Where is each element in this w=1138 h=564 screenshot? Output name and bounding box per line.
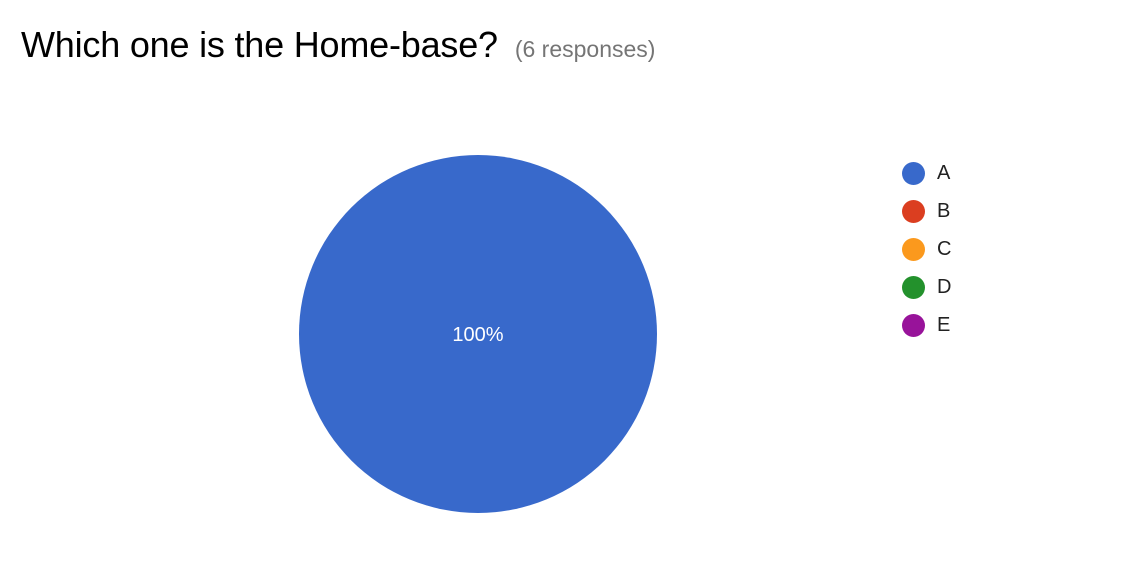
pie-data-label-a: 100% xyxy=(452,324,503,346)
legend-item-b: B xyxy=(902,192,951,230)
pie-slices xyxy=(299,155,657,513)
legend-swatch-d xyxy=(902,275,925,299)
pie-slice-a xyxy=(299,155,657,513)
legend-item-a: A xyxy=(902,154,951,192)
response-count: (6 responses) xyxy=(514,36,656,62)
legend-item-d: D xyxy=(902,268,951,306)
legend-swatch-c xyxy=(902,237,925,261)
pie-data-labels: 100% xyxy=(452,324,503,346)
legend-label-c: C xyxy=(937,237,952,260)
legend-swatch-b xyxy=(902,199,925,223)
legend-item-c: C xyxy=(902,230,951,268)
legend-label-d: D xyxy=(937,275,952,298)
legend-swatch-e xyxy=(902,313,925,337)
legend-label-b: B xyxy=(937,199,951,222)
question-header: Which one is the Home-base? (6 responses… xyxy=(21,24,655,66)
legend-item-e: E xyxy=(902,306,951,344)
legend-swatch-a xyxy=(902,161,925,185)
question-title: Which one is the Home-base? xyxy=(21,24,498,65)
legend-label-e: E xyxy=(937,313,951,336)
legend-label-a: A xyxy=(937,161,951,184)
